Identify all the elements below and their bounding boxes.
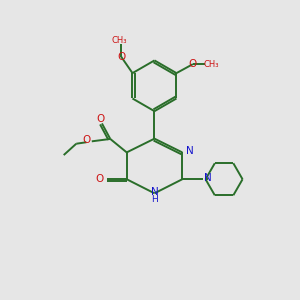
Text: O: O: [82, 135, 90, 145]
Text: O: O: [117, 52, 125, 62]
Text: CH₃: CH₃: [203, 60, 219, 69]
Text: O: O: [95, 174, 103, 184]
Text: N: N: [204, 173, 212, 183]
Text: N: N: [151, 188, 158, 197]
Text: O: O: [189, 59, 197, 69]
Text: O: O: [97, 114, 105, 124]
Text: H: H: [151, 195, 158, 204]
Text: CH₃: CH₃: [112, 36, 128, 45]
Text: N: N: [186, 146, 194, 157]
